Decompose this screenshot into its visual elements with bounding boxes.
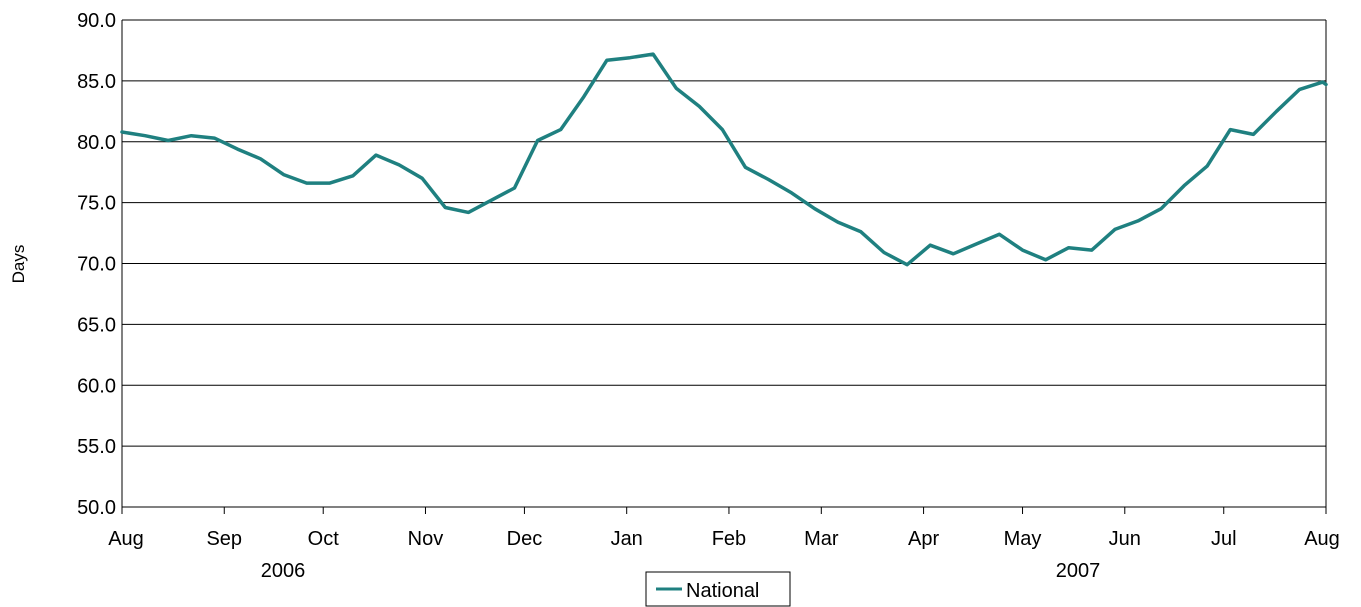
y-tick-labels: 50.0 55.0 60.0 65.0 70.0 75.0 80.0 85.0 90.0 bbox=[77, 10, 116, 519]
y-tick-label: 75.0 bbox=[77, 193, 116, 215]
x-year-label: 2006 bbox=[261, 560, 306, 582]
y-axis-label: Days bbox=[9, 245, 28, 284]
x-tick-label: Jan bbox=[611, 528, 643, 550]
x-tick-label: Aug bbox=[108, 528, 144, 550]
x-tick-label: Mar bbox=[804, 528, 839, 550]
x-tick-label: Aug bbox=[1304, 528, 1340, 550]
x-tick-label: Apr bbox=[908, 528, 939, 550]
y-tick-label: 80.0 bbox=[77, 132, 116, 154]
legend: National bbox=[645, 571, 791, 607]
x-tick-label: Jun bbox=[1109, 528, 1141, 550]
y-tick-label: 55.0 bbox=[77, 436, 116, 458]
legend-label-national: National bbox=[686, 580, 759, 602]
axes bbox=[121, 20, 1327, 514]
y-tick-label: 90.0 bbox=[77, 10, 116, 32]
x-tick-label: Dec bbox=[507, 528, 543, 550]
x-tick-labels: Aug Sep Oct Nov Dec Jan Feb Mar Apr May Jun Jul Aug 2… bbox=[108, 528, 1340, 582]
y-tick-label: 70.0 bbox=[77, 254, 116, 276]
x-tick-label: Jul bbox=[1211, 528, 1237, 550]
x-year-label: 2007 bbox=[1056, 560, 1101, 582]
series-line-national bbox=[120, 52, 1328, 267]
y-tick-label: 50.0 bbox=[77, 497, 116, 519]
y-tick-label: 85.0 bbox=[77, 71, 116, 93]
x-tick-label: Sep bbox=[206, 528, 242, 550]
y-tick-label: 60.0 bbox=[77, 375, 116, 397]
gridlines bbox=[122, 19, 1326, 508]
series-layer bbox=[120, 52, 1328, 267]
x-tick-label: Oct bbox=[308, 528, 340, 550]
x-tick-label: May bbox=[1004, 528, 1042, 550]
x-tick-label: Feb bbox=[712, 528, 746, 550]
x-tick-label: Nov bbox=[408, 528, 444, 550]
y-tick-label: 65.0 bbox=[77, 314, 116, 336]
